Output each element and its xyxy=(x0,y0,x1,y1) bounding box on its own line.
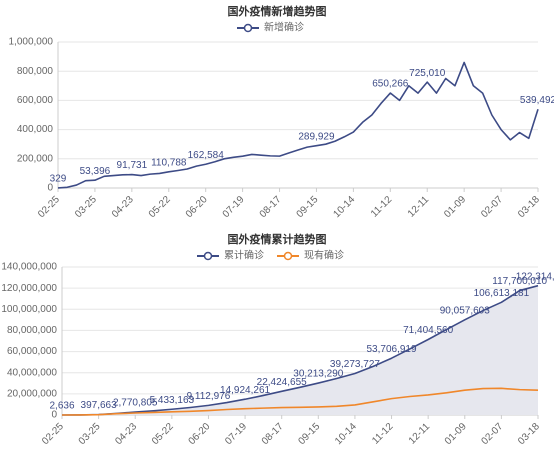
legend-label: 累计确诊 xyxy=(224,249,264,262)
x-tick-label: 08-17 xyxy=(258,194,284,220)
x-tick-label: 03-18 xyxy=(516,421,542,447)
data-label: 30,213,290 xyxy=(293,369,343,380)
legend-label: 新增确诊 xyxy=(264,21,304,34)
x-tick-label: 01-09 xyxy=(442,194,468,220)
data-label: 53,706,919 xyxy=(367,344,417,355)
y-tick-label: 120,000,000 xyxy=(1,283,57,294)
x-tick-label: 07-19 xyxy=(221,194,247,220)
data-label: 71,404,560 xyxy=(403,325,453,336)
line xyxy=(57,61,539,189)
x-tick-label: 06-20 xyxy=(187,421,213,447)
data-label: 14,924,261 xyxy=(220,385,270,396)
data-label: 2,770,805 xyxy=(113,398,158,409)
data-label: 117,700,010 xyxy=(492,276,547,287)
y-tick-label: 400,000 xyxy=(17,124,54,135)
data-label: 2,636 xyxy=(49,401,74,412)
x-tick-label: 04-23 xyxy=(110,194,136,220)
legend-label: 现有确诊 xyxy=(304,249,344,262)
x-tick-label: 04-23 xyxy=(113,421,139,447)
data-label: 397,663 xyxy=(81,400,118,411)
x-tick-label: 03-25 xyxy=(73,194,99,220)
x-tick-label: 08-17 xyxy=(260,421,286,447)
x-tick-label: 02-07 xyxy=(480,421,506,447)
y-tick-label: 0 xyxy=(47,183,53,194)
data-label: 90,057,603 xyxy=(440,305,490,316)
x-tick-label: 10-14 xyxy=(333,421,359,447)
y-tick-label: 600,000 xyxy=(17,95,54,106)
data-label: 162,584 xyxy=(188,150,225,161)
data-label: 5,433,163 xyxy=(150,395,195,406)
x-tick-label: 12-11 xyxy=(406,194,432,220)
legend-marker xyxy=(203,251,213,261)
data-label: 725,010 xyxy=(409,68,446,79)
y-tick-label: 0 xyxy=(51,410,57,421)
x-tick-label: 02-25 xyxy=(36,194,62,220)
y-tick-label: 60,000,000 xyxy=(7,346,57,357)
legend-marker xyxy=(243,23,253,33)
chart-title: 国外疫情新增趋势图 xyxy=(228,4,327,18)
x-tick-label: 11-12 xyxy=(369,194,395,220)
data-label: 539,492 xyxy=(520,95,554,106)
data-label: 39,273,727 xyxy=(330,359,380,370)
area xyxy=(62,285,538,415)
y-tick-label: 1,000,000 xyxy=(9,37,54,48)
x-tick-label: 05-22 xyxy=(147,194,173,220)
y-tick-label: 80,000,000 xyxy=(7,325,57,336)
x-tick-label: 11-12 xyxy=(370,421,396,447)
data-label: 9,112,976 xyxy=(187,391,231,402)
data-label: 329 xyxy=(50,174,67,185)
x-tick-label: 02-07 xyxy=(479,194,505,220)
chart-title: 国外疫情累计趋势图 xyxy=(228,232,327,246)
y-tick-label: 200,000 xyxy=(17,153,54,164)
x-tick-label: 12-11 xyxy=(407,421,433,447)
x-tick-label: 03-18 xyxy=(516,194,542,220)
line xyxy=(61,284,539,416)
data-label: 110,788 xyxy=(151,157,187,168)
legend-marker xyxy=(283,251,293,261)
x-tick-label: 09-15 xyxy=(296,421,322,447)
x-tick-label: 09-15 xyxy=(295,194,321,220)
data-label: 53,396 xyxy=(80,166,111,177)
y-tick-label: 800,000 xyxy=(17,66,54,77)
x-tick-label: 10-14 xyxy=(332,194,358,220)
data-label: 122,314,9 xyxy=(516,271,554,282)
y-tick-label: 140,000,000 xyxy=(1,262,57,273)
x-tick-label: 06-20 xyxy=(184,194,210,220)
x-tick-label: 02-25 xyxy=(40,421,66,447)
x-tick-label: 07-19 xyxy=(223,421,249,447)
x-tick-label: 01-09 xyxy=(443,421,469,447)
data-label: 289,929 xyxy=(298,131,335,142)
x-tick-label: 03-25 xyxy=(77,421,103,447)
data-label: 22,424,655 xyxy=(257,377,307,388)
data-label: 106,613,181 xyxy=(474,288,530,299)
y-tick-label: 20,000,000 xyxy=(7,388,57,399)
data-label: 650,266 xyxy=(372,79,409,90)
line xyxy=(61,387,539,416)
y-tick-label: 100,000,000 xyxy=(1,304,57,315)
x-tick-label: 05-22 xyxy=(150,421,176,447)
data-label: 91,731 xyxy=(117,160,148,171)
y-tick-label: 40,000,000 xyxy=(7,367,57,378)
